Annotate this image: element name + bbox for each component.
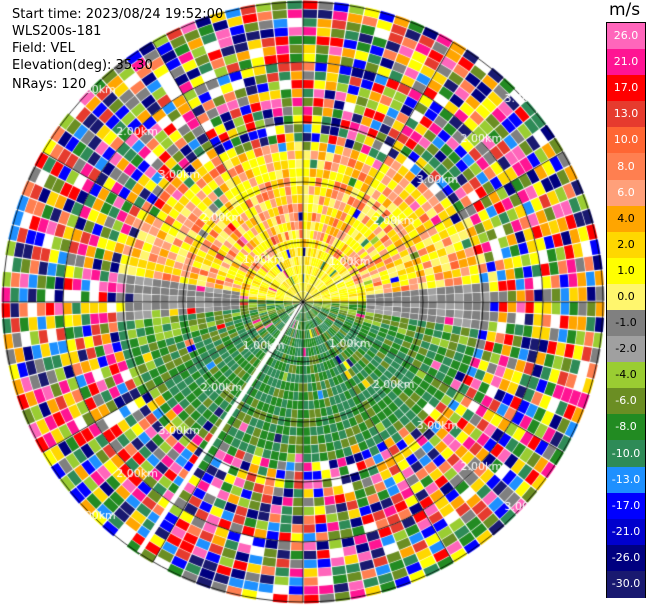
colorbar-swatch — [607, 336, 645, 364]
colorbar-tick-label: 6.0 — [617, 185, 635, 199]
colorbar-swatch — [607, 570, 645, 598]
colorbar-swatch — [607, 257, 645, 285]
colorbar-tick-label: -30.0 — [611, 576, 641, 590]
colorbar-tick-label: -26.0 — [611, 550, 641, 564]
colorbar-tick-label: 21.0 — [613, 55, 639, 69]
colorbar-swatch — [607, 101, 645, 129]
colorbar-swatch — [607, 179, 645, 207]
colorbar-tick-label: -4.0 — [615, 368, 637, 382]
colorbar-swatch — [607, 518, 645, 546]
colorbar: 26.0 21.0 17.0 13.0 10.0 8.0 6.0 4.0 2.0 1.0 0.0 -1… — [606, 22, 646, 598]
colorbar-tick-label: 4.0 — [617, 211, 635, 225]
colorbar-swatch — [607, 544, 645, 572]
colorbar-tick-label: -21.0 — [611, 524, 641, 538]
start-time: Start time: 2023/08/24 19:52:00 — [12, 7, 224, 22]
ppi-scan-display — [0, 0, 605, 607]
colorbar-swatch — [607, 440, 645, 468]
colorbar-tick-label: 17.0 — [613, 81, 639, 95]
colorbar-swatch — [607, 310, 645, 338]
elevation: Elevation(deg): 35.30 — [12, 58, 153, 73]
colorbar-tick-label: 13.0 — [613, 107, 639, 121]
colorbar-swatch — [607, 205, 645, 233]
field-name: Field: VEL — [12, 41, 75, 56]
colorbar-swatch — [607, 362, 645, 390]
nrays: NRays: 120 — [12, 77, 87, 92]
colorbar-tick-label: -6.0 — [615, 394, 637, 408]
colorbar-tick-label: -1.0 — [615, 316, 637, 330]
colorbar-tick-label: -8.0 — [615, 420, 637, 434]
colorbar-tick-label: -2.0 — [615, 342, 637, 356]
colorbar-swatch — [607, 127, 645, 155]
colorbar-swatch — [607, 75, 645, 103]
colorbar-tick-label: 10.0 — [613, 133, 639, 147]
colorbar-swatch — [607, 49, 645, 77]
colorbar-swatch — [607, 231, 645, 259]
colorbar-swatch — [607, 492, 645, 520]
colorbar-tick-label: 0.0 — [617, 289, 635, 303]
colorbar-tick-label: -17.0 — [611, 498, 641, 512]
colorbar-swatch — [607, 388, 645, 416]
colorbar-swatch — [607, 23, 645, 51]
colorbar-swatch — [607, 283, 645, 311]
colorbar-tick-label: -13.0 — [611, 472, 641, 486]
colorbar-tick-label: -10.0 — [611, 446, 641, 460]
colorbar-tick-label: 26.0 — [613, 29, 639, 43]
colorbar-tick-label: 2.0 — [617, 237, 635, 251]
instrument-name: WLS200s-181 — [12, 24, 102, 39]
scan-info: Start time: 2023/08/24 19:52:00 WLS200s-… — [12, 6, 223, 93]
colorbar-swatch — [607, 466, 645, 494]
colorbar-tick-label: 8.0 — [617, 159, 635, 173]
colorbar-swatch — [607, 414, 645, 442]
colorbar-tick-label: 1.0 — [617, 263, 635, 277]
colorbar-swatch — [607, 153, 645, 181]
colorbar-unit: m/s — [609, 0, 641, 20]
